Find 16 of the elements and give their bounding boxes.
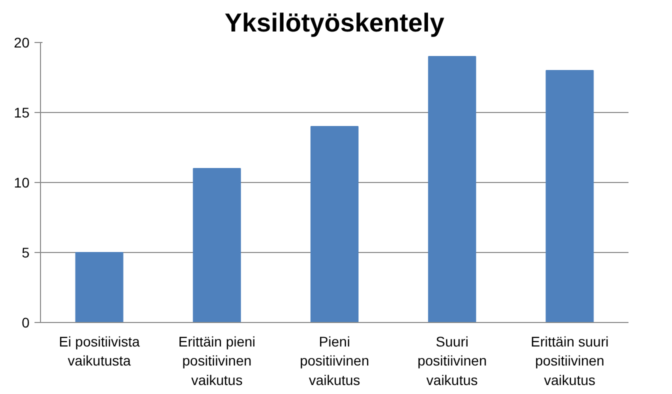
y-tick-label: 0 [22, 314, 30, 330]
bar [192, 168, 241, 322]
bar [428, 56, 476, 322]
x-tick-label: Pieni positiivinen vaikutus [300, 334, 370, 388]
x-tick-label: Erittäin suuri positiivinen vaikutus [530, 334, 609, 388]
bar [546, 70, 594, 322]
y-tick-label: 15 [14, 104, 30, 120]
y-tick-label: 10 [14, 174, 30, 190]
y-tick-label: 5 [22, 244, 30, 260]
bar [75, 252, 124, 322]
bar [310, 126, 359, 322]
x-tick-label: Suuri positiivinen vaikutus [417, 334, 487, 388]
chart-title: Yksilötyöskentely [224, 8, 445, 38]
x-tick-label: Ei positiivista vaikutusta [58, 334, 140, 369]
x-tick-label: Erittäin pieni positiivinen vaikutus [178, 334, 256, 388]
y-tick-label: 20 [14, 34, 30, 50]
